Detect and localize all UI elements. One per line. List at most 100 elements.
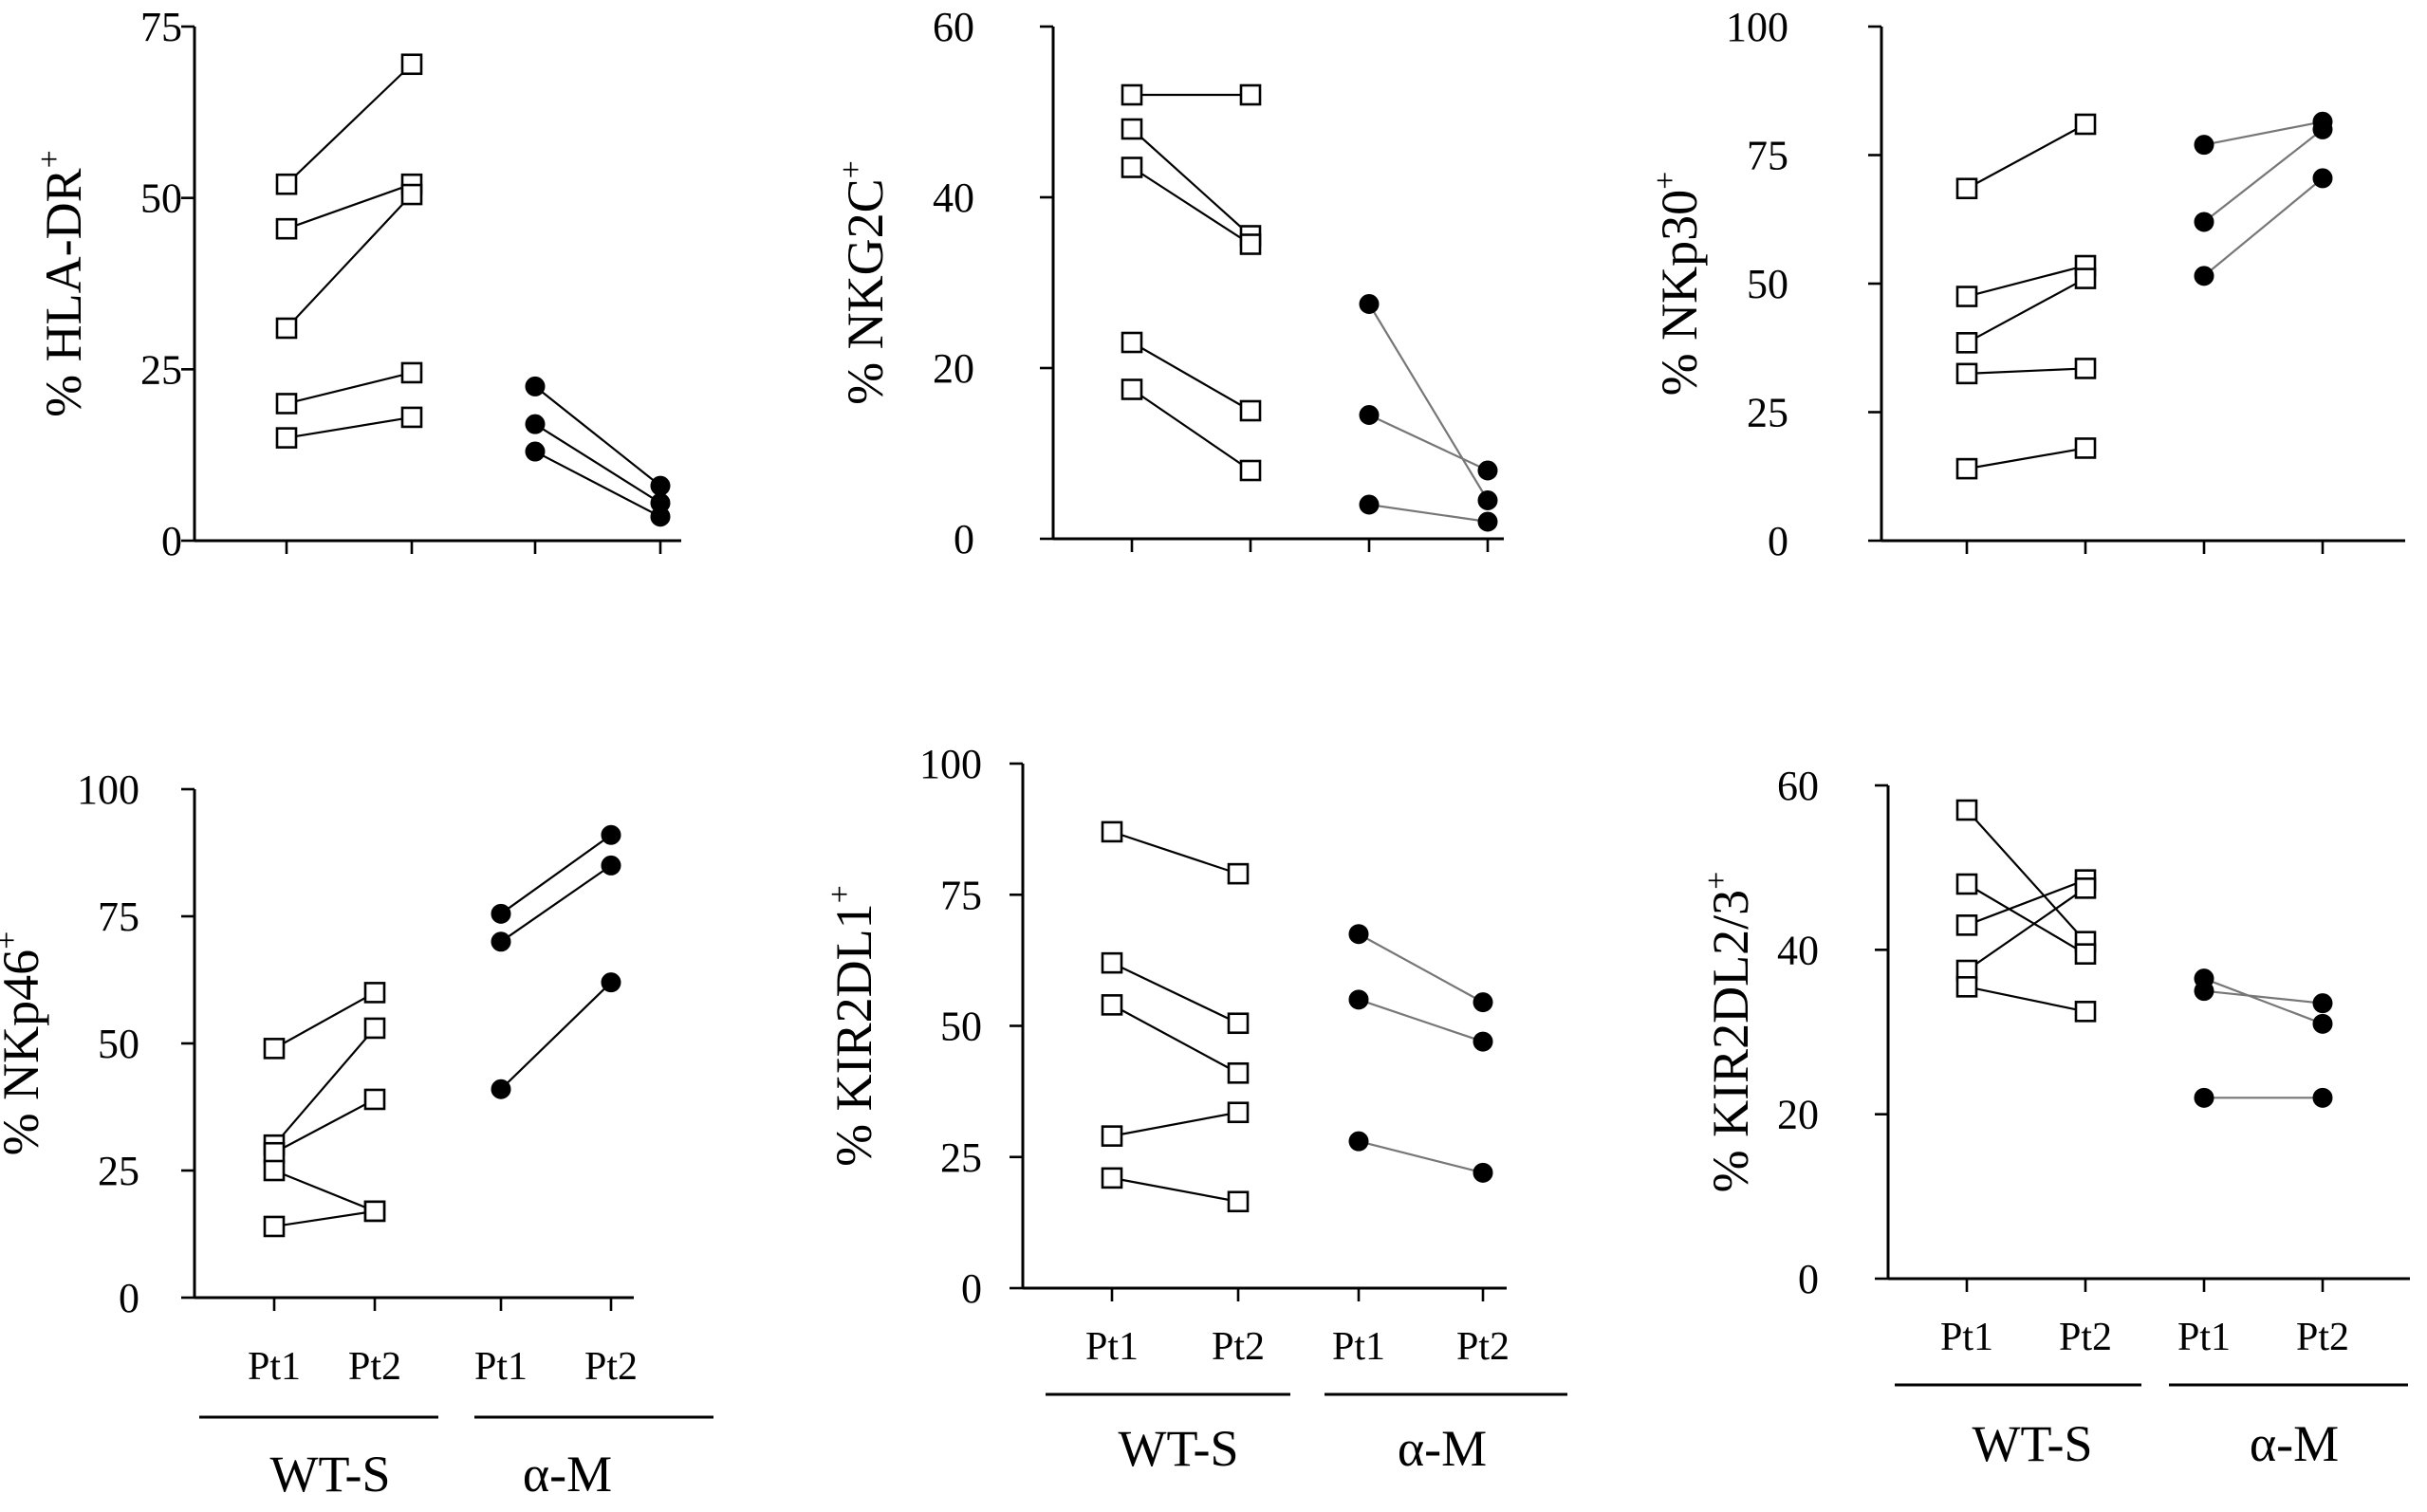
- y-tick-label: 25: [140, 346, 182, 393]
- x-category-label: Pt2: [348, 1345, 401, 1389]
- pair-line: [1111, 962, 1239, 1024]
- data-point: [363, 1200, 386, 1223]
- data-point: [400, 361, 423, 384]
- y-tick-label: 25: [98, 1148, 139, 1194]
- data-point: [1101, 1125, 1123, 1147]
- y-tick-label: 75: [140, 4, 182, 50]
- y-tick-label: 20: [1777, 1092, 1819, 1138]
- pair-line: [286, 415, 413, 439]
- data-point: [1473, 1162, 1493, 1183]
- data-point: [1227, 1061, 1250, 1084]
- y-tick-label: 0: [1798, 1256, 1819, 1302]
- data-point: [491, 903, 511, 924]
- y-axis-label: % NKG2C+: [834, 160, 894, 405]
- data-point: [1121, 157, 1143, 178]
- y-axis-label: % KIR2DL1+: [823, 885, 882, 1167]
- data-point: [1477, 460, 1498, 481]
- group-label: WT-S: [1972, 1415, 2092, 1472]
- pair-line: [1966, 986, 2086, 1013]
- data-point: [2074, 113, 2097, 136]
- data-point: [2194, 266, 2214, 286]
- data-point: [1348, 924, 1369, 945]
- data-point: [2074, 877, 2097, 899]
- data-point: [1239, 83, 1262, 106]
- pair-line: [1131, 388, 1251, 471]
- pair-line: [2203, 128, 2324, 223]
- series-wt-s: [1955, 113, 2097, 480]
- data-point: [1101, 821, 1123, 843]
- data-point: [2074, 1001, 2097, 1023]
- pair-line: [534, 385, 661, 488]
- panel-3: 0 25 50 75 100 % NKp30+: [1648, 4, 2405, 564]
- data-point: [1473, 1031, 1493, 1052]
- x-category-label: Pt1: [1940, 1316, 1993, 1359]
- data-point: [1348, 1131, 1369, 1152]
- pair-line: [286, 183, 413, 230]
- series-alpha-m: [1359, 294, 1498, 532]
- series-wt-s: [275, 53, 423, 449]
- series-alpha-m: [1348, 924, 1493, 1183]
- y-tick-label: 0: [961, 1265, 982, 1312]
- pair-line: [2203, 177, 2324, 277]
- data-point: [263, 1159, 286, 1182]
- pair-line: [1111, 1004, 1239, 1075]
- data-point: [2312, 993, 2333, 1014]
- panel-5: 0 25 50 75 100 % KIR2DL1+ Pt1 Pt2 Pt1 Pt2 WT-S α-M: [823, 741, 1567, 1477]
- y-tick-label: 40: [1777, 927, 1819, 973]
- data-point: [263, 1215, 286, 1238]
- data-point: [1955, 177, 1978, 200]
- group-label: α-M: [523, 1446, 612, 1503]
- y-tick-label: 100: [1726, 4, 1788, 50]
- pair-line: [1368, 503, 1489, 524]
- series-alpha-m: [491, 824, 621, 1099]
- group-label: α-M: [1398, 1420, 1487, 1477]
- data-point: [601, 855, 621, 876]
- y-tick-label: 0: [1768, 518, 1788, 564]
- pair-line: [2203, 120, 2324, 146]
- y-tick-label: 100: [919, 741, 982, 787]
- pair-line: [1131, 128, 1251, 237]
- data-point: [601, 972, 621, 993]
- pair-line: [1111, 1176, 1239, 1203]
- data-point: [263, 1038, 286, 1060]
- pair-line: [1966, 367, 2086, 375]
- data-point: [275, 217, 298, 240]
- pair-line: [1358, 1140, 1484, 1174]
- group-label: α-M: [2250, 1415, 2339, 1472]
- series-wt-s: [1955, 799, 2097, 1023]
- data-point: [2074, 437, 2097, 459]
- data-point: [275, 173, 298, 195]
- y-tick-label: 20: [933, 345, 974, 392]
- y-tick-label: 50: [98, 1021, 139, 1067]
- data-point: [1121, 378, 1143, 400]
- data-point: [525, 376, 546, 396]
- y-tick-label: 0: [161, 518, 182, 564]
- x-category-label: Pt2: [2059, 1316, 2112, 1359]
- pair-line: [273, 1169, 376, 1212]
- data-point: [1101, 951, 1123, 974]
- data-point: [363, 1088, 386, 1111]
- y-tick-label: 100: [77, 766, 139, 813]
- panel-2: 0 20 40 60 % NKG2C+: [834, 4, 1504, 562]
- pair-line: [1131, 166, 1251, 246]
- x-category-label: Pt1: [474, 1345, 528, 1389]
- y-axis-label: % NKp30+: [1648, 172, 1708, 396]
- data-point: [1227, 1190, 1250, 1213]
- y-tick-label: 60: [1777, 763, 1819, 809]
- x-category-label: Pt2: [2296, 1316, 2349, 1359]
- pair-line: [286, 194, 413, 329]
- data-point: [2312, 1013, 2333, 1034]
- data-point: [1227, 862, 1250, 885]
- pair-line: [2203, 989, 2324, 1005]
- pair-line: [1966, 447, 2086, 470]
- data-point: [1955, 286, 1978, 307]
- data-point: [400, 183, 423, 206]
- data-point: [2312, 168, 2333, 189]
- y-axis-label: % NKp46+: [0, 931, 49, 1156]
- pair-line: [1111, 1111, 1239, 1137]
- panel-1: 0 25 50 75 % HLA-DR+: [32, 4, 681, 564]
- panel-4: 0 25 50 75 100 % NKp46+ Pt1 Pt2 Pt1 Pt2 WT-S α-M: [0, 766, 713, 1503]
- pair-line: [286, 371, 413, 405]
- pair-line: [273, 991, 376, 1050]
